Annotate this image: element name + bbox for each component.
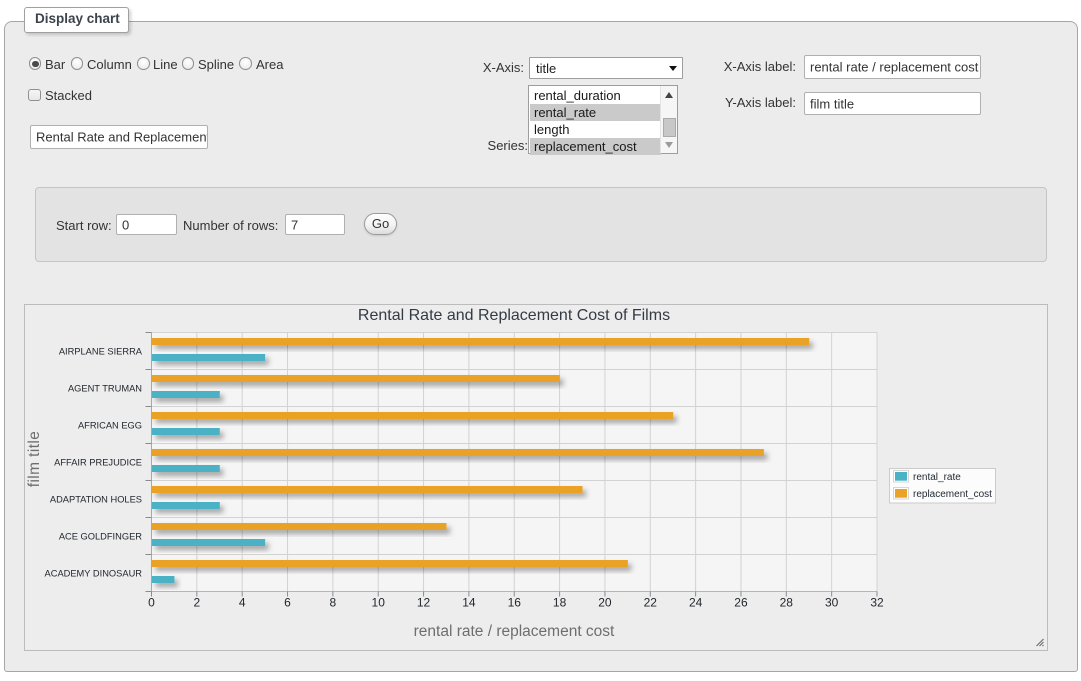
- svg-text:AFFAIR PREJUDICE: AFFAIR PREJUDICE: [54, 457, 142, 467]
- svg-text:AGENT TRUMAN: AGENT TRUMAN: [68, 383, 142, 393]
- svg-text:30: 30: [825, 596, 839, 610]
- svg-text:26: 26: [734, 596, 748, 610]
- svg-text:4: 4: [239, 596, 246, 610]
- svg-text:rental_rate: rental_rate: [913, 472, 961, 483]
- svg-text:32: 32: [870, 596, 884, 610]
- svg-text:ADAPTATION HOLES: ADAPTATION HOLES: [50, 494, 142, 504]
- svg-text:18: 18: [553, 596, 567, 610]
- svg-text:AIRPLANE SIERRA: AIRPLANE SIERRA: [59, 346, 143, 356]
- svg-text:12: 12: [417, 596, 431, 610]
- svg-text:28: 28: [780, 596, 794, 610]
- svg-text:24: 24: [689, 596, 703, 610]
- svg-text:10: 10: [372, 596, 386, 610]
- svg-text:ACADEMY DINOSAUR: ACADEMY DINOSAUR: [45, 568, 143, 578]
- svg-text:6: 6: [284, 596, 291, 610]
- svg-text:14: 14: [462, 596, 476, 610]
- svg-text:film title: film title: [26, 431, 43, 488]
- svg-text:22: 22: [644, 596, 658, 610]
- svg-text:Rental Rate and Replacement Co: Rental Rate and Replacement Cost of Film…: [358, 307, 670, 324]
- svg-text:20: 20: [598, 596, 612, 610]
- svg-text:16: 16: [508, 596, 522, 610]
- svg-text:8: 8: [330, 596, 337, 610]
- svg-text:0: 0: [148, 596, 155, 610]
- svg-text:2: 2: [193, 596, 200, 610]
- svg-text:AFRICAN EGG: AFRICAN EGG: [78, 420, 142, 430]
- svg-text:rental rate / replacement cost: rental rate / replacement cost: [414, 623, 615, 640]
- svg-text:replacement_cost: replacement_cost: [913, 489, 992, 500]
- svg-text:ACE GOLDFINGER: ACE GOLDFINGER: [59, 531, 142, 541]
